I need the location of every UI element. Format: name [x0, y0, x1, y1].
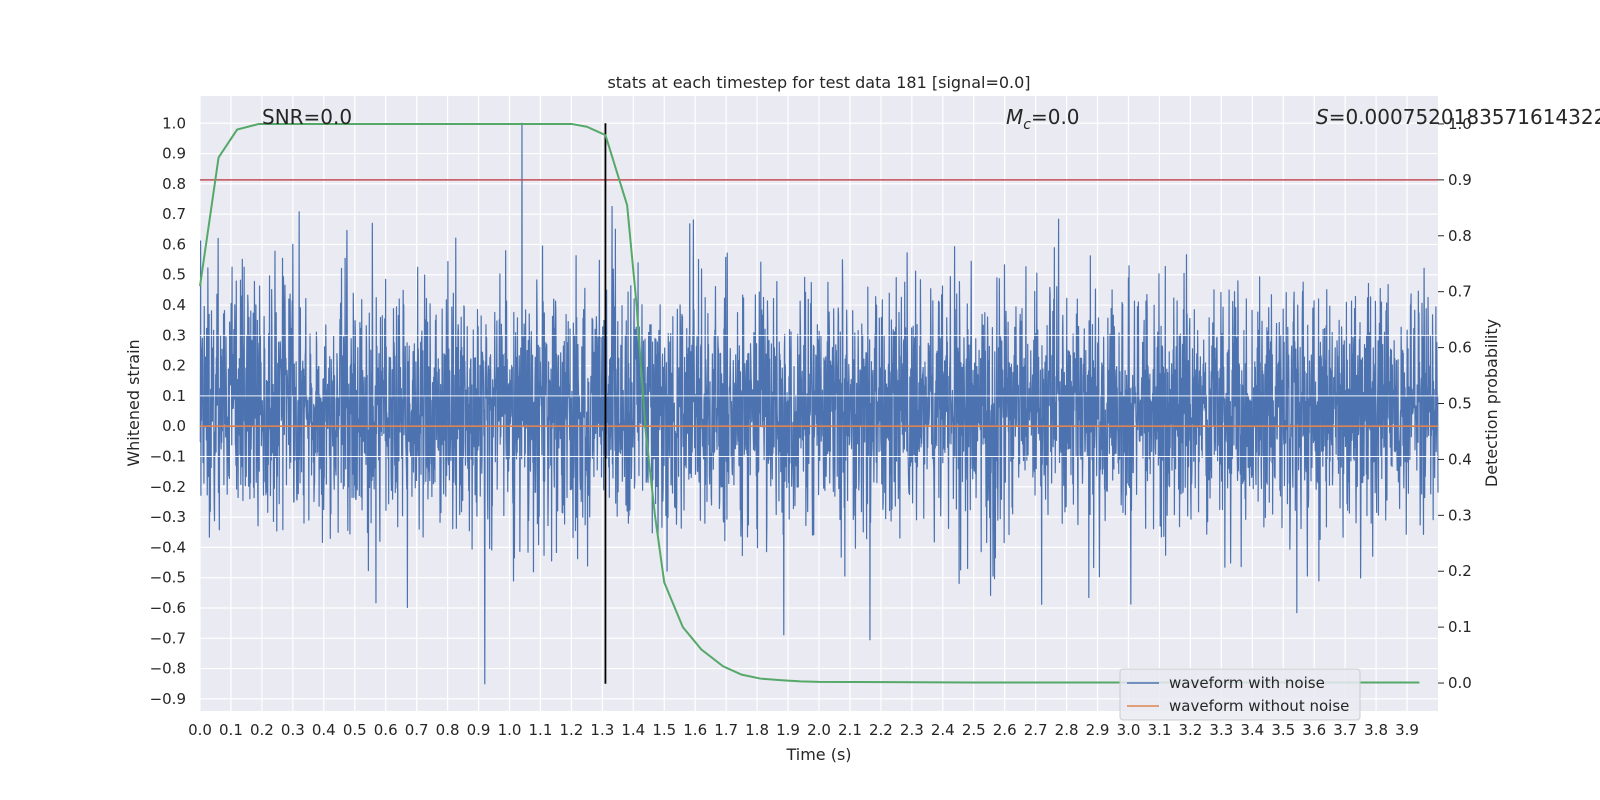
y2-tick-label-1: 0.9 — [1448, 171, 1472, 189]
x-tick-label-37: 3.7 — [1333, 721, 1357, 739]
y-tick-label-8: 0.2 — [162, 357, 186, 375]
y2-tick-label-2: 0.8 — [1448, 227, 1472, 245]
y-tick-label-5: 0.5 — [162, 266, 186, 284]
ticks: 0.0 0.1 0.2 0.3 0.4 0.5 0.6 0.7 0.8 0.9 1.0 1.1 1.2 1… — [150, 114, 1472, 739]
y-tick-label-6: 0.4 — [162, 296, 186, 314]
x-tick-label-2: 0.2 — [250, 721, 274, 739]
x-tick-label-27: 2.7 — [1024, 721, 1048, 739]
y-tick-label-3: 0.7 — [162, 205, 186, 223]
x-tick-label-38: 3.8 — [1364, 721, 1388, 739]
y-tick-label-2: 0.8 — [162, 175, 186, 193]
y-tick-label-16: −0.6 — [150, 599, 186, 617]
x-axis-label: Time (s) — [785, 745, 851, 764]
x-tick-label-33: 3.3 — [1209, 721, 1233, 739]
series-waveform-with-noise — [199, 122, 1439, 685]
x-tick-label-20: 2.0 — [807, 721, 831, 739]
x-tick-label-22: 2.2 — [869, 721, 893, 739]
x-tick-label-21: 2.1 — [838, 721, 862, 739]
chart-title: stats at each timestep for test data 181… — [607, 73, 1030, 92]
x-tick-label-35: 3.5 — [1271, 721, 1295, 739]
y-tick-label-9: 0.1 — [162, 387, 186, 405]
y2-axis-label: Detection probability — [1482, 319, 1501, 487]
noise-trace — [199, 122, 1439, 685]
mc-subscript: c — [1023, 117, 1031, 133]
x-tick-label-19: 1.9 — [776, 721, 800, 739]
x-tick-label-16: 1.6 — [683, 721, 707, 739]
y-tick-label-17: −0.7 — [150, 629, 186, 647]
series-layer — [199, 122, 1438, 684]
x-tick-label-8: 0.8 — [436, 721, 460, 739]
s-symbol: S — [1316, 105, 1329, 129]
x-tick-label-9: 0.9 — [467, 721, 491, 739]
x-tick-label-1: 0.1 — [219, 721, 243, 739]
x-tick-label-7: 0.7 — [405, 721, 429, 739]
snr-annotation: SNR=0.0 — [262, 105, 352, 129]
x-tick-label-13: 1.3 — [590, 721, 614, 739]
s-value: =0.0007520183571614322 — [1329, 105, 1600, 129]
mc-annotation: Mc=0.0 — [1006, 105, 1080, 133]
x-tick-label-17: 1.7 — [714, 721, 738, 739]
x-tick-label-25: 2.5 — [962, 721, 986, 739]
series-detection-probability — [199, 122, 1420, 684]
x-tick-label-29: 2.9 — [1086, 721, 1110, 739]
legend-entry-noise: waveform with noise — [1169, 674, 1325, 692]
y2-tick-label-6: 0.4 — [1448, 450, 1472, 468]
y2-tick-label-10: 0.0 — [1448, 674, 1472, 692]
x-tick-label-4: 0.4 — [312, 721, 336, 739]
x-tick-label-26: 2.6 — [993, 721, 1017, 739]
y2-tick-label-7: 0.3 — [1448, 506, 1472, 524]
x-tick-label-24: 2.4 — [931, 721, 955, 739]
x-tick-label-23: 2.3 — [900, 721, 924, 739]
mc-value: =0.0 — [1031, 105, 1080, 129]
y2-tick-label-0: 1.0 — [1448, 115, 1472, 133]
y-tick-label-11: −0.1 — [150, 448, 186, 466]
y-tick-label-0: 1.0 — [162, 114, 186, 132]
y-tick-label-15: −0.5 — [150, 569, 186, 587]
x-tick-label-11: 1.1 — [529, 721, 553, 739]
y-tick-label-19: −0.9 — [150, 690, 186, 708]
x-tick-label-10: 1.0 — [498, 721, 522, 739]
y-tick-label-10: 0.0 — [162, 417, 186, 435]
y-tick-label-7: 0.3 — [162, 326, 186, 344]
mc-symbol: M — [1006, 105, 1023, 129]
legend-entry-clean: waveform without noise — [1169, 697, 1349, 715]
y-tick-label-14: −0.4 — [150, 538, 186, 556]
x-tick-label-34: 3.4 — [1240, 721, 1264, 739]
x-tick-label-36: 3.6 — [1302, 721, 1326, 739]
x-tick-label-14: 1.4 — [621, 721, 645, 739]
y2-tick-label-9: 0.1 — [1448, 618, 1472, 636]
y-tick-label-4: 0.6 — [162, 235, 186, 253]
x-tick-label-15: 1.5 — [652, 721, 676, 739]
x-tick-label-39: 3.9 — [1395, 721, 1419, 739]
legend: waveform with noise waveform without noi… — [1119, 668, 1361, 721]
y2-tick-label-5: 0.5 — [1448, 395, 1472, 413]
y-tick-label-18: −0.8 — [150, 660, 186, 678]
y2-tick-label-4: 0.6 — [1448, 339, 1472, 357]
y-tick-label-12: −0.2 — [150, 478, 186, 496]
x-tick-label-0: 0.0 — [188, 721, 212, 739]
x-tick-label-6: 0.6 — [374, 721, 398, 739]
y-axis-label: Whitened strain — [124, 339, 143, 466]
x-tick-label-18: 1.8 — [745, 721, 769, 739]
y2-tick-label-3: 0.7 — [1448, 283, 1472, 301]
y2-tick-label-8: 0.2 — [1448, 562, 1472, 580]
x-tick-label-5: 0.5 — [343, 721, 367, 739]
x-tick-label-28: 2.8 — [1055, 721, 1079, 739]
x-tick-label-3: 0.3 — [281, 721, 305, 739]
s-annotation: S=0.0007520183571614322 — [1316, 105, 1600, 129]
y-tick-label-1: 0.9 — [162, 145, 186, 163]
y-tick-label-13: −0.3 — [150, 508, 186, 526]
x-tick-label-31: 3.1 — [1148, 721, 1172, 739]
x-tick-label-12: 1.2 — [559, 721, 583, 739]
legend-box — [1119, 668, 1361, 721]
x-tick-label-30: 3.0 — [1117, 721, 1141, 739]
x-tick-label-32: 3.2 — [1178, 721, 1202, 739]
